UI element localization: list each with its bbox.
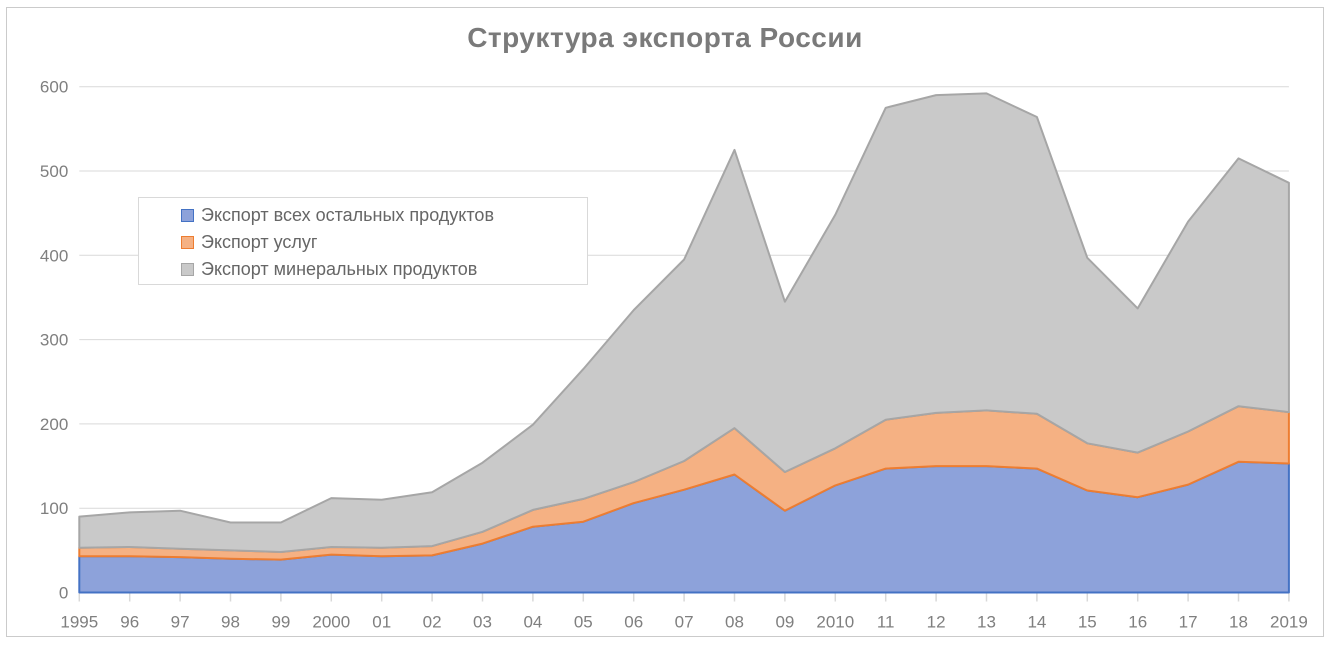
y-axis-tick-label-100: 100 <box>40 499 68 518</box>
legend-swatch-mineral-products <box>181 263 194 276</box>
x-axis-tick-label-12: 12 <box>927 613 946 632</box>
legend-item-services: Экспорт услуг <box>181 229 587 256</box>
legend-label-services: Экспорт услуг <box>201 232 318 252</box>
x-axis-tick-label-02: 02 <box>423 613 442 632</box>
y-axis-tick-label-300: 300 <box>40 331 68 350</box>
x-axis-tick-label-06: 06 <box>624 613 643 632</box>
x-axis-tick-label-2000: 2000 <box>312 613 350 632</box>
y-axis-tick-label-200: 200 <box>40 415 68 434</box>
y-axis-tick-label-600: 600 <box>40 78 68 97</box>
x-axis-tick-label-16: 16 <box>1128 613 1147 632</box>
x-axis-tick-label-2019: 2019 <box>1270 613 1308 632</box>
x-axis-tick-label-17: 17 <box>1179 613 1198 632</box>
legend-item-other-products: Экспорт всех остальных продуктов <box>181 202 587 229</box>
x-axis-tick-label-1995: 1995 <box>60 613 98 632</box>
y-axis-tick-label-0: 0 <box>59 584 68 603</box>
x-axis-tick-label-08: 08 <box>725 613 744 632</box>
x-axis-tick-label-01: 01 <box>372 613 391 632</box>
x-axis-tick-label-96: 96 <box>120 613 139 632</box>
legend-swatch-services <box>181 236 194 249</box>
x-axis-tick-label-05: 05 <box>574 613 593 632</box>
legend: Экспорт всех остальных продуктов Экспорт… <box>138 197 588 285</box>
legend-swatch-other-products <box>181 209 194 222</box>
legend-label-other-products: Экспорт всех остальных продуктов <box>201 205 495 225</box>
x-axis-tick-label-07: 07 <box>675 613 694 632</box>
legend-label-mineral-products: Экспорт минеральных продуктов <box>201 259 478 279</box>
chart-title: Структура экспорта России <box>467 22 863 53</box>
x-axis-tick-label-09: 09 <box>775 613 794 632</box>
legend-item-mineral-products: Экспорт минеральных продуктов <box>181 256 587 283</box>
x-axis-tick-label-14: 14 <box>1027 613 1046 632</box>
x-axis-tick-label-98: 98 <box>221 613 240 632</box>
x-axis-tick-label-11: 11 <box>877 613 895 632</box>
series-area-2 <box>78 92 1290 553</box>
y-axis-tick-label-400: 400 <box>40 246 68 265</box>
x-axis-tick-label-13: 13 <box>977 613 996 632</box>
y-axis-tick-label-500: 500 <box>40 162 68 181</box>
x-axis-tick-label-15: 15 <box>1078 613 1097 632</box>
x-axis-tick-label-99: 99 <box>271 613 290 632</box>
x-axis-tick-label-97: 97 <box>171 613 190 632</box>
x-axis-tick-label-18: 18 <box>1229 613 1248 632</box>
x-axis-tick-label-04: 04 <box>523 613 542 632</box>
x-axis-tick-label-2010: 2010 <box>816 613 854 632</box>
x-axis-tick-label-03: 03 <box>473 613 492 632</box>
